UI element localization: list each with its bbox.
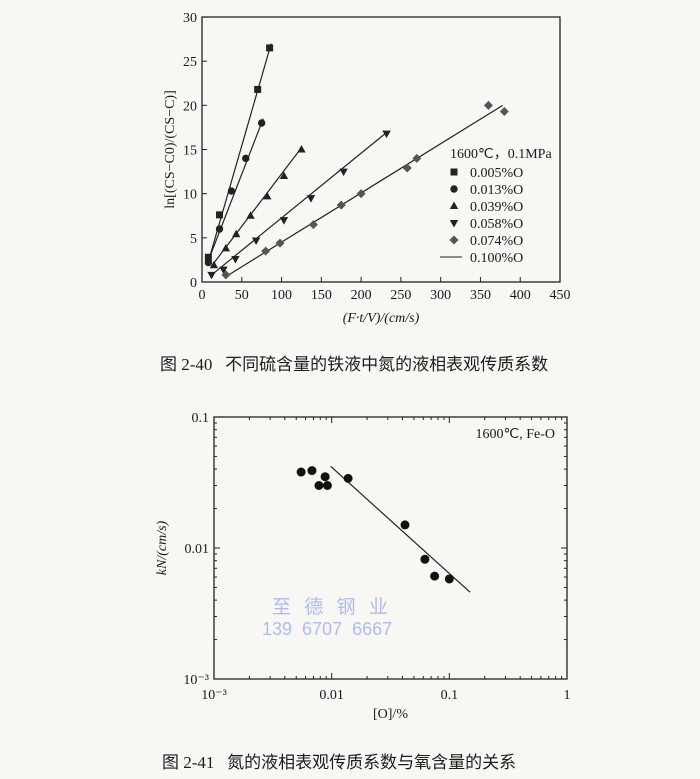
figure-caption-2-41: 图 2-41 氮的液相表观传质系数与氧含量的关系 [162, 748, 516, 773]
legend-label: 0.005%O [470, 166, 523, 181]
data-point-0.039%O [246, 211, 255, 219]
figure-caption-2-40: 图 2-40 不同硫含量的铁液中氮的液相表观传质系数 [160, 350, 548, 375]
data-point-0.074%O [336, 200, 346, 210]
data-point-0.074%O [275, 238, 285, 248]
data-point-0.058%O [231, 256, 240, 264]
x-tick-label: 350 [470, 288, 491, 303]
data-point [314, 480, 324, 490]
data-point-0.005%O [216, 211, 224, 219]
data-point-0.058%O [382, 130, 391, 139]
data-point-0.039%O [232, 229, 241, 238]
x-tick-label: 0 [199, 288, 206, 303]
data-point-0.039%O [263, 191, 272, 200]
caption-text: 氮的液相表观传质系数与氧含量的关系 [227, 753, 517, 772]
data-point-0.074%O [221, 270, 231, 280]
data-point-0.058%O [339, 168, 348, 177]
y-tick-label: 10⁻³ [183, 673, 209, 688]
x-tick-label: 0.1 [441, 688, 459, 703]
annotation: 1600℃, Fe-O [476, 427, 556, 442]
x-axis-label: [O]/% [373, 707, 408, 722]
fit-line-0.058%O [211, 131, 388, 276]
y-tick-label: 20 [183, 99, 197, 114]
data-point [430, 571, 440, 581]
data-point-0.013%O [204, 258, 213, 267]
x-tick-label: 250 [390, 288, 411, 303]
data-point-0.039%O [297, 145, 306, 153]
y-axis-label: ln[(CS−C0)/(CS−C)] [163, 90, 178, 208]
data-point [400, 520, 410, 530]
x-tick-label: 200 [351, 288, 372, 303]
fit-line [330, 465, 471, 593]
y-tick-label: 10 [183, 188, 197, 203]
y-tick-label: 5 [190, 232, 197, 247]
fit-line-0.074%O [223, 104, 504, 279]
data-point-0.039%O [209, 260, 219, 269]
caption-number: 图 2-40 [160, 355, 213, 374]
data-point-0.074%O [308, 220, 318, 230]
data-point [322, 480, 332, 490]
data-point-0.074%O [412, 153, 422, 163]
data-point-0.005%O [266, 44, 274, 52]
x-tick-label: 300 [430, 288, 451, 303]
x-tick-label: 450 [550, 288, 571, 303]
data-point-0.013%O [242, 154, 250, 163]
data-point-0.005%O [254, 85, 262, 93]
data-point-0.074%O [356, 189, 366, 199]
x-tick-label: 400 [510, 288, 531, 303]
data-point [296, 467, 306, 477]
data-point-0.039%O [221, 243, 231, 252]
caption-number: 图 2-41 [162, 753, 215, 772]
data-point-0.074%O [483, 100, 493, 110]
data-point-0.058%O [207, 271, 216, 280]
watermark-phone: 139 6707 6667 [262, 619, 393, 639]
data-point-0.058%O [306, 195, 316, 203]
legend-label: 0.100%O [470, 251, 523, 266]
data-point-0.058%O [279, 217, 289, 225]
data-point-0.013%O [257, 119, 266, 127]
data-point [307, 466, 317, 476]
data-point-0.013%O [215, 225, 224, 233]
legend-marker-0.005%O [450, 168, 458, 176]
data-point [343, 473, 353, 483]
legend-title: 1600℃，0.1MPa [450, 147, 552, 162]
x-tick-label: 50 [235, 288, 249, 303]
data-point-0.058%O [251, 237, 261, 245]
y-axis-label: kN/(cm/s) [155, 520, 170, 575]
y-tick-label: 25 [183, 55, 197, 70]
y-tick-label: 15 [183, 144, 197, 159]
legend-marker-0.039%O [449, 201, 459, 209]
data-point-0.013%O [227, 187, 236, 195]
watermark-name: 至 德 钢 业 [272, 597, 392, 618]
data-point [320, 472, 330, 482]
legend-marker-0.074%O [449, 235, 459, 245]
y-tick-label: 0.1 [192, 411, 210, 426]
x-tick-label: 1 [564, 688, 571, 703]
legend-label: 0.074%O [470, 234, 523, 249]
x-tick-label: 150 [311, 288, 332, 303]
x-tick-label: 0.01 [319, 688, 344, 703]
data-point-0.058%O [219, 266, 228, 275]
fit-line-0.013%O [207, 118, 264, 263]
data-point-0.074%O [261, 246, 271, 256]
x-tick-label: 100 [271, 288, 292, 303]
data-point-0.039%O [279, 171, 289, 179]
legend-label: 0.013%O [470, 183, 523, 198]
legend-marker-0.013%O [450, 185, 458, 193]
x-tick-label: 10⁻³ [201, 688, 227, 703]
y-tick-label: 0 [190, 276, 197, 291]
legend-label: 0.058%O [470, 217, 523, 232]
data-point-0.005%O [204, 253, 212, 261]
x-axis-label: (F·t/V)/(cm/s) [343, 311, 420, 326]
caption-text: 不同硫含量的铁液中氮的液相表观传质系数 [225, 355, 549, 374]
legend-marker-0.058%O [449, 220, 459, 228]
data-point [444, 574, 454, 584]
data-point-0.074%O [499, 107, 509, 117]
legend-label: 0.039%O [470, 200, 523, 215]
y-tick-label: 0.01 [185, 542, 210, 557]
data-point [420, 554, 430, 564]
y-tick-label: 30 [183, 11, 197, 26]
data-point-0.074%O [402, 163, 412, 173]
